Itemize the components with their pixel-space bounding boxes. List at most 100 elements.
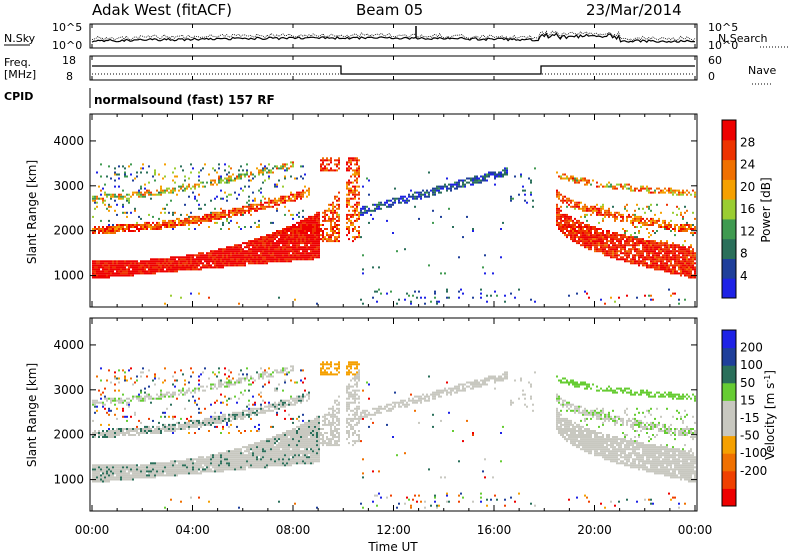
power-cell: [608, 236, 610, 239]
power-cell: [564, 232, 566, 234]
velocity-cell: [128, 397, 130, 400]
velocity-cell: [154, 464, 156, 467]
power-cell: [358, 211, 360, 214]
velocity-cell: [128, 405, 130, 408]
power-cell: [626, 203, 628, 206]
velocity-cell: [156, 464, 158, 467]
power-cell: [648, 294, 650, 297]
power-cell: [388, 205, 390, 208]
velocity-cell: [94, 405, 96, 408]
velocity-cell: [208, 500, 210, 503]
velocity-cell: [134, 430, 136, 432]
power-cell: [674, 230, 676, 232]
power-cell: [336, 211, 338, 214]
power-cell: [260, 258, 262, 261]
power-cell: [586, 238, 588, 241]
power-cell: [134, 191, 136, 194]
power-cell: [230, 246, 232, 249]
power-cell: [338, 163, 340, 166]
power-cell: [380, 292, 382, 295]
power-cell: [678, 272, 680, 275]
power-cell: [322, 211, 324, 214]
velocity-cell: [196, 460, 198, 463]
power-cell: [204, 203, 206, 206]
velocity-cell: [98, 472, 100, 475]
power-cell: [202, 256, 204, 259]
power-cell: [208, 262, 210, 265]
power-cell: [494, 173, 496, 176]
power-cell: [270, 254, 272, 257]
power-cell: [206, 266, 208, 269]
power-cell: [432, 191, 434, 194]
velocity-cell: [158, 462, 160, 465]
power-cell: [686, 209, 688, 212]
power-cell: [578, 179, 580, 182]
power-cell: [248, 207, 250, 210]
power-cell: [326, 213, 328, 216]
power-cell: [330, 161, 332, 164]
power-cell: [660, 189, 662, 192]
velocity-cell: [106, 474, 108, 477]
power-cell: [356, 167, 358, 170]
power-cell: [578, 205, 580, 208]
power-cell: [294, 230, 296, 232]
power-cell: [318, 226, 320, 228]
velocity-cell: [196, 470, 198, 473]
power-cell: [390, 205, 392, 208]
power-cell: [176, 256, 178, 259]
power-cell: [106, 276, 108, 279]
power-cell: [334, 211, 336, 214]
power-cell: [638, 254, 640, 257]
power-cell: [580, 177, 582, 180]
power-cell: [332, 228, 334, 230]
power-cell: [306, 248, 308, 251]
power-cell: [304, 191, 306, 194]
power-cell: [658, 224, 660, 226]
velocity-cell: [98, 464, 100, 467]
power-cell: [356, 161, 358, 164]
power-cell: [144, 187, 146, 190]
power-cell: [602, 252, 604, 255]
power-cell: [688, 272, 690, 275]
power-cell: [582, 236, 584, 239]
power-cell: [588, 234, 590, 237]
power-cell: [262, 262, 264, 265]
power-cell: [240, 165, 242, 168]
power-cell: [226, 177, 228, 180]
power-cell: [608, 215, 610, 218]
power-cell: [574, 221, 576, 224]
power-cell: [172, 256, 174, 259]
power-cell: [304, 244, 306, 247]
velocity-cell: [178, 393, 180, 396]
power-cell: [138, 264, 140, 267]
velocity-cell: [124, 478, 126, 481]
power-cell: [114, 185, 116, 188]
power-cell: [456, 181, 458, 184]
power-cell: [674, 248, 676, 251]
power-cell: [276, 250, 278, 253]
power-cell: [612, 256, 614, 259]
power-cell: [684, 211, 686, 214]
velocity-cell: [104, 395, 106, 398]
power-cell: [694, 276, 696, 279]
power-cell: [326, 228, 328, 230]
power-cell: [306, 240, 308, 243]
power-cell: [680, 252, 682, 255]
power-cell: [192, 191, 194, 194]
power-cell: [244, 250, 246, 253]
power-cell: [284, 240, 286, 243]
power-cell: [494, 171, 496, 174]
power-cell: [274, 236, 276, 239]
power-cell: [186, 213, 188, 216]
power-cell: [362, 185, 364, 188]
power-cell: [150, 193, 152, 196]
power-cell: [408, 294, 410, 297]
power-cell: [168, 226, 170, 228]
power-cell: [134, 270, 136, 273]
power-cell: [692, 266, 694, 269]
power-cell: [662, 221, 664, 224]
power-cell: [208, 219, 210, 222]
power-cell: [126, 270, 128, 273]
power-cell: [604, 209, 606, 212]
velocity-cell: [92, 468, 94, 471]
